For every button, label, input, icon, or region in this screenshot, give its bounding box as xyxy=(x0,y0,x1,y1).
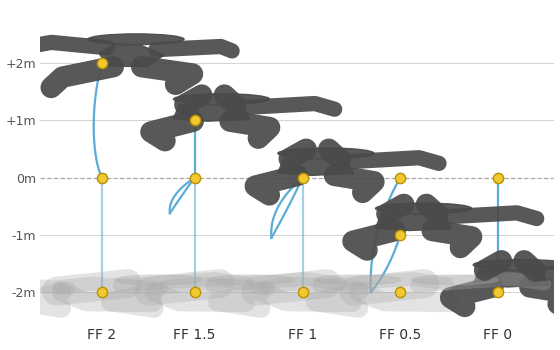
Circle shape xyxy=(207,275,294,285)
Point xyxy=(190,175,199,180)
Point xyxy=(97,289,106,295)
Point xyxy=(396,232,405,238)
Text: FF 0: FF 0 xyxy=(483,328,512,342)
Point xyxy=(396,175,405,180)
Circle shape xyxy=(174,94,269,105)
Text: FF 1.5: FF 1.5 xyxy=(174,328,216,342)
Circle shape xyxy=(412,275,498,285)
Point xyxy=(190,289,199,295)
Point xyxy=(97,60,106,66)
Text: FF 0.5: FF 0.5 xyxy=(379,328,421,342)
Point xyxy=(97,175,106,180)
Text: FF 1: FF 1 xyxy=(288,328,317,342)
Circle shape xyxy=(115,275,202,285)
Circle shape xyxy=(314,275,401,285)
Circle shape xyxy=(278,148,374,159)
Polygon shape xyxy=(99,44,164,67)
Text: FF 2: FF 2 xyxy=(87,328,116,342)
Polygon shape xyxy=(376,214,452,231)
Point xyxy=(298,175,307,180)
Point xyxy=(190,118,199,123)
Point xyxy=(298,289,307,295)
Circle shape xyxy=(88,34,184,44)
Polygon shape xyxy=(473,270,549,287)
Point xyxy=(493,289,502,295)
Polygon shape xyxy=(174,105,250,121)
Circle shape xyxy=(376,203,472,214)
Circle shape xyxy=(473,259,560,270)
Point xyxy=(396,289,405,295)
Point xyxy=(493,175,502,180)
Polygon shape xyxy=(278,159,354,175)
